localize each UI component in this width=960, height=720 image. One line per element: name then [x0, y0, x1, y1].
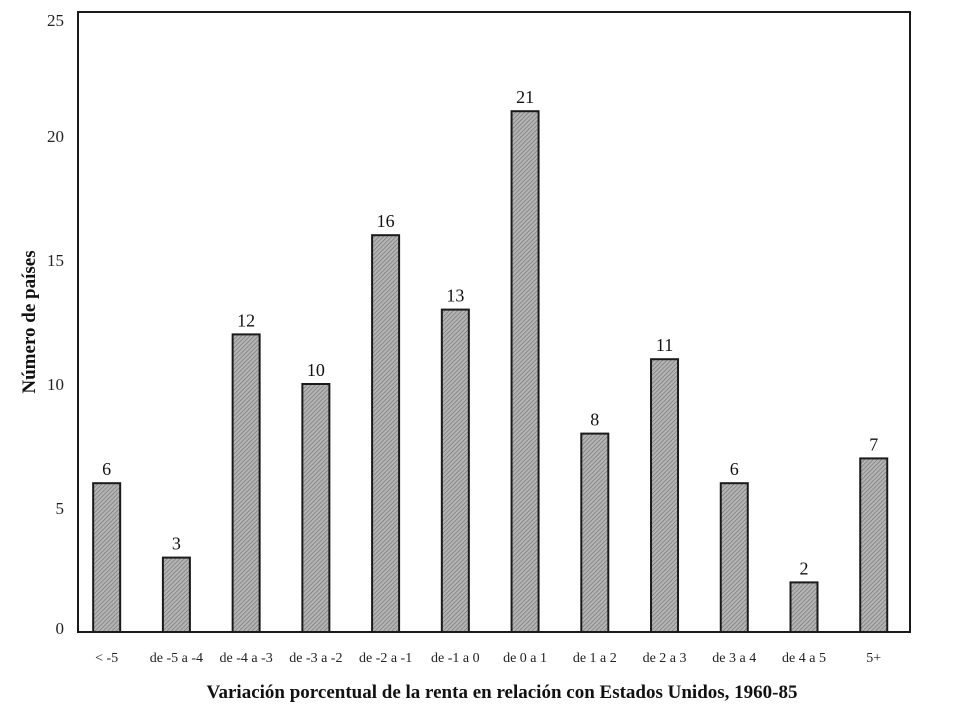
bar-value-label: 2 [800, 558, 809, 578]
bar-value-label: 13 [446, 286, 464, 306]
bar-value-label: 12 [237, 310, 255, 330]
y-tick-label: 5 [56, 499, 65, 518]
x-category-label: de 2 a 3 [643, 651, 687, 666]
y-axis-title: Número de países [19, 250, 40, 393]
x-category-label: de 0 a 1 [503, 651, 547, 666]
bar [510, 110, 540, 633]
x-category-label: de 1 a 2 [573, 651, 617, 666]
bar [789, 581, 819, 634]
y-tick-label: 10 [47, 375, 64, 394]
bar-value-label: 11 [656, 335, 673, 355]
x-category-label: de 3 a 4 [712, 651, 756, 666]
bar-value-label: 6 [730, 459, 739, 479]
x-category-label: de -1 a 0 [431, 651, 480, 666]
bar [650, 358, 680, 633]
bar [161, 556, 191, 633]
bar [231, 333, 261, 633]
x-category-label: 5+ [866, 651, 881, 666]
y-tick-label: 0 [56, 619, 65, 638]
x-category-label: < -5 [95, 651, 118, 666]
plot-frame [77, 11, 911, 633]
x-category-label: de -2 a -1 [359, 651, 412, 666]
x-category-label: de 4 a 5 [782, 651, 826, 666]
bar-value-label: 6 [102, 459, 111, 479]
bar [580, 432, 610, 633]
y-tick-label: 15 [47, 251, 64, 270]
bar-value-label: 8 [590, 410, 599, 430]
bar [440, 308, 470, 633]
bar-value-label: 16 [377, 211, 395, 231]
bars [92, 110, 889, 634]
y-tick-label: 20 [47, 127, 64, 146]
value-labels: 6 3 12 10 16 13 21 8 11 6 2 7 [102, 87, 878, 578]
bar [371, 234, 401, 633]
x-axis-category-labels: < -5 de -5 a -4 de -4 a -3 de -3 a -2 de -2 … [95, 651, 881, 666]
y-tick-label: 25 [47, 11, 64, 30]
x-category-label: de -5 a -4 [150, 651, 203, 666]
x-category-label: de -3 a -2 [289, 651, 342, 666]
bar [301, 383, 331, 633]
bar-value-label: 21 [516, 87, 534, 107]
y-axis-ticks: 0 5 10 15 20 25 [47, 11, 64, 638]
x-category-label: de -4 a -3 [220, 651, 273, 666]
x-axis-title: Variación porcentual de la renta en rela… [207, 682, 798, 703]
bar-value-label: 10 [307, 360, 325, 380]
bar [719, 482, 749, 634]
bar-value-label: 7 [869, 434, 878, 454]
bar [859, 457, 889, 633]
bar [92, 482, 122, 634]
bar-value-label: 3 [172, 534, 181, 554]
